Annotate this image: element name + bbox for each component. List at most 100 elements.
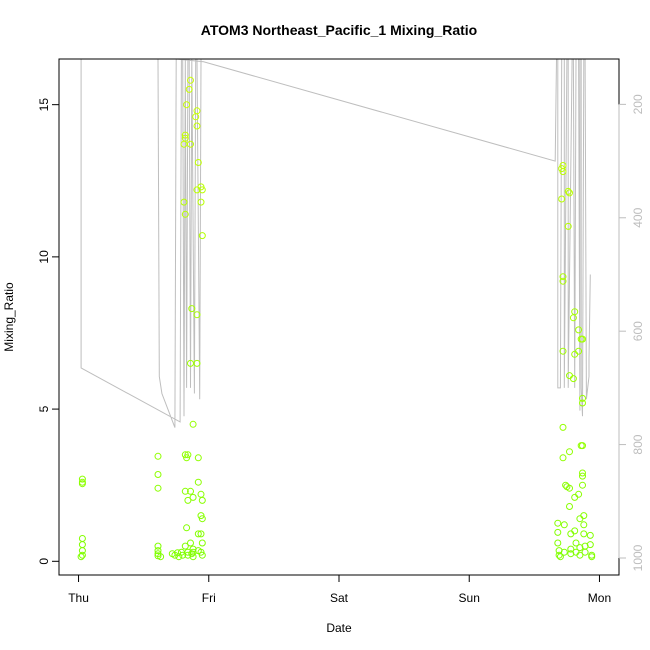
y2-axis: 200 400 600 800 1000 [618,94,645,571]
data-point [559,168,567,176]
data-point [185,85,193,93]
data-point [555,551,563,559]
data-point [579,472,586,480]
data-point [566,448,573,456]
data-point [183,101,191,109]
data-point [189,493,197,501]
data-point [175,553,183,561]
data-point [579,481,586,489]
data-point [189,553,197,561]
data-point [564,187,572,195]
data-point [187,140,194,148]
data-point [187,487,194,495]
data-point [78,541,86,549]
data-point [560,521,568,529]
data-point [184,548,192,556]
data-point [187,76,194,84]
data-point [188,305,196,313]
data-point [580,530,588,538]
y2-tick-label: 1000 [631,544,645,571]
data-point [586,531,594,539]
x-tick-label: Sat [330,591,349,605]
data-point [560,548,568,556]
y-axis: 0 5 10 15 [37,98,60,565]
data-point [78,475,86,483]
data-point [184,496,192,504]
data-point [197,530,205,538]
data-point [183,524,191,532]
data-point [571,493,579,501]
data-point [569,375,577,383]
data-point [576,515,584,523]
data-point [579,442,586,450]
data-point [77,553,85,561]
data-point [198,515,206,523]
data-point [184,451,192,459]
y2-tick-label: 600 [631,321,645,341]
data-point [197,512,205,520]
data-point [193,311,201,319]
data-point [181,542,189,550]
data-point [572,539,580,547]
data-point [559,454,567,462]
data-point [571,308,579,316]
data-point [194,159,202,166]
data-point [78,535,86,542]
y-tick-label: 0 [37,558,51,565]
data-point [189,420,197,428]
x-tick-label: Fri [202,591,216,605]
data-point [154,547,162,555]
data-point [566,484,573,492]
data-point [181,134,189,142]
data-point [198,232,206,240]
y-tick-label: 15 [37,98,51,112]
y2-tick-label: 800 [631,434,645,454]
data-point [588,553,596,561]
data-point [575,490,583,498]
x-tick-label: Sun [459,591,480,605]
data-point [566,503,573,510]
data-point [180,198,188,206]
data-point [559,347,567,355]
data-point [579,399,586,407]
data-point [194,478,202,486]
data-point [193,359,201,367]
chart-title: ATOM3 Northeast_Pacific_1 Mixing_Ratio [201,22,477,38]
y-axis-label: Mixing_Ratio [2,282,16,352]
x-axis: Thu Fri Sat Sun Mon [68,574,611,605]
data-point [566,189,573,197]
data-point [194,454,202,462]
data-point [559,273,567,281]
data-point [579,335,586,343]
data-point [559,423,567,431]
data-point [575,347,583,355]
data-point [579,394,586,402]
data-point [193,122,201,130]
data-point [569,314,577,322]
data-point [181,487,189,495]
data-point [154,484,162,492]
data-point [157,553,165,561]
data-point [554,519,562,527]
data-point [554,528,562,536]
data-point [567,545,575,553]
y2-tick-label: 200 [631,94,645,114]
data-point [581,548,589,556]
data-point [580,512,588,520]
data-point [580,521,588,529]
data-point [154,471,162,478]
data-point [179,551,187,559]
data-point [558,195,566,203]
data-point [554,539,562,547]
data-point [181,210,189,218]
data-point [556,553,564,561]
data-point [78,551,86,559]
x-tick-label: Thu [68,591,89,605]
data-point [198,539,206,547]
data-point [197,490,205,498]
data-point [586,541,594,549]
data-point [198,186,206,194]
data-point [193,107,201,115]
y-tick-label: 5 [37,405,51,412]
